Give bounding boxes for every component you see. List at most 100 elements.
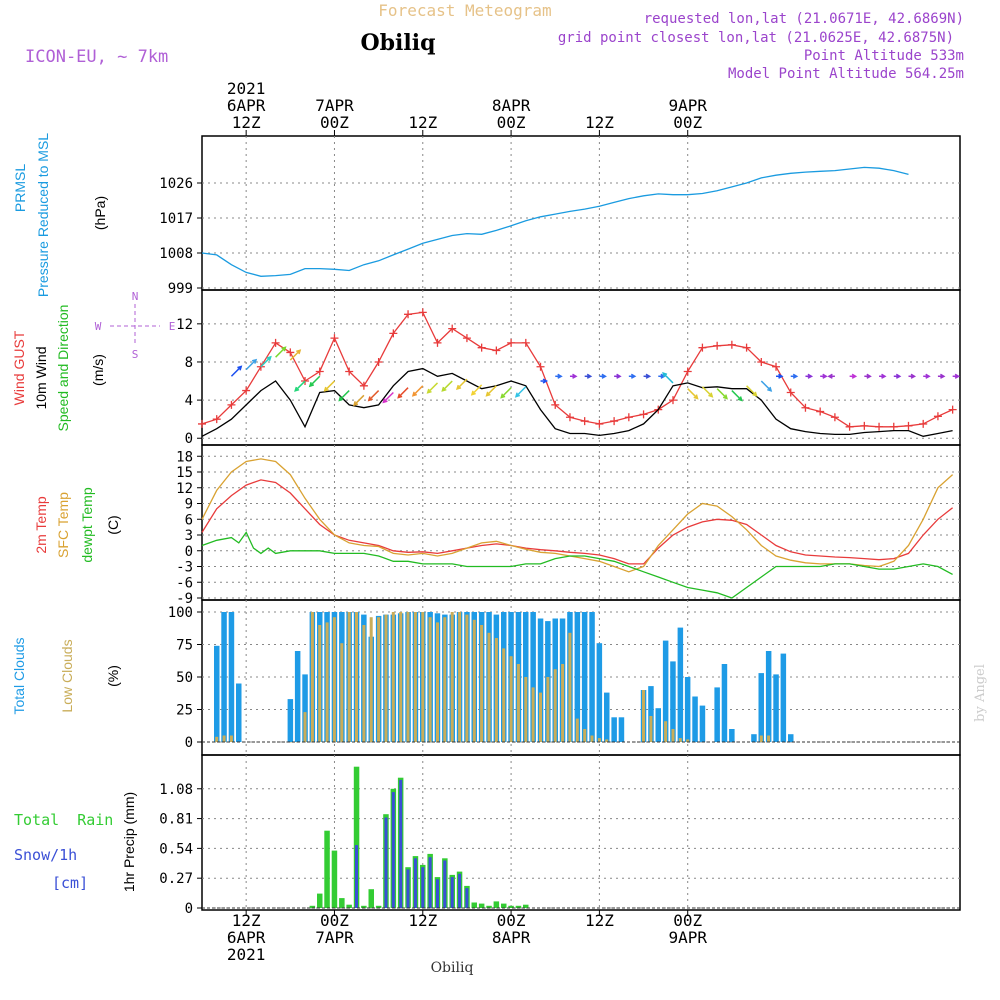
y-tick-label: 1008 <box>159 246 193 262</box>
temp-sfc-label: SFC Temp <box>55 492 71 558</box>
bar-total-clouds <box>228 612 235 742</box>
wind-arrow-head <box>237 365 243 371</box>
y-tick-label: -6 <box>176 575 193 591</box>
bar-snow-1h <box>406 869 410 908</box>
wind-arrow-head <box>851 373 858 379</box>
y-tick-label: 3 <box>185 528 193 544</box>
wind-arrow-head <box>807 373 814 379</box>
bar-low-clouds <box>671 729 675 742</box>
bar-total-clouds <box>765 651 772 742</box>
wind-arrow <box>294 380 306 392</box>
bar-total-clouds <box>294 651 301 742</box>
bar-low-clouds <box>318 625 322 742</box>
wind-panel: 0 4 8 12 <box>176 289 961 447</box>
bar-total-clouds <box>721 664 728 742</box>
bar-total-rain <box>324 830 330 908</box>
bar-low-clouds <box>355 612 358 742</box>
bar-low-clouds <box>288 742 292 743</box>
bar-low-clouds <box>575 718 579 742</box>
bar-total-clouds <box>530 612 536 742</box>
bar-total-clouds <box>677 627 684 742</box>
wind-arrow <box>412 385 424 397</box>
wind-arrow <box>368 390 380 401</box>
temp-dewpt-label: dewpt Temp <box>79 487 95 562</box>
wind-arrow-head <box>323 386 329 392</box>
bar-total-clouds <box>589 612 595 742</box>
credit-watermark: by Angel <box>973 664 988 722</box>
wind-arrow-head <box>557 373 563 379</box>
time-axis-label: 12Z <box>585 113 614 132</box>
wind-arrow-head <box>767 386 773 392</box>
wind-arrow <box>289 349 301 361</box>
gust-marker <box>227 400 236 409</box>
y-tick-label: 0 <box>185 735 193 751</box>
wind-arrow-head <box>895 373 902 379</box>
gust-marker <box>271 338 280 347</box>
gust-marker <box>521 338 530 347</box>
series-line-wind-gust <box>201 311 953 428</box>
y-tick-label: 0.54 <box>159 841 193 857</box>
bar-low-clouds <box>384 614 388 742</box>
wind-arrow <box>760 380 772 392</box>
wind-arrow-head <box>572 373 578 379</box>
bar-low-clouds <box>362 625 366 742</box>
gust-marker <box>639 410 648 419</box>
bar-low-clouds <box>553 669 557 742</box>
bar-total-clouds <box>714 687 720 742</box>
bar-low-clouds <box>399 612 403 742</box>
temp-2m-label: 2m Temp <box>33 496 49 554</box>
series-line-sfc-temp <box>201 458 954 573</box>
wind-arrow <box>716 388 728 399</box>
wind-arrow-head <box>426 388 432 394</box>
bar-low-clouds <box>590 735 594 742</box>
gust-marker <box>330 334 339 343</box>
time-axis-label: 12Z <box>408 113 437 132</box>
wind-arrow-head <box>737 396 743 402</box>
bar-snow-1h <box>399 779 403 908</box>
compass-rose-icon: N S W E <box>95 290 176 361</box>
gust-marker <box>462 334 471 343</box>
bar-low-clouds <box>450 612 454 742</box>
wind-arrow <box>353 394 365 406</box>
y-tick-label: 25 <box>176 703 193 719</box>
time-axis-label: 6APR <box>227 928 266 947</box>
bar-total-clouds <box>699 705 706 742</box>
total-clouds-label: Total Clouds <box>11 637 27 714</box>
gust-marker <box>492 346 501 355</box>
y-tick-label: 12 <box>176 317 193 333</box>
gust-marker <box>624 413 633 422</box>
bar-low-clouds <box>310 612 314 742</box>
gust-marker <box>389 329 398 338</box>
wind-arrow <box>441 380 453 392</box>
bar-low-clouds <box>678 738 682 742</box>
bar-low-clouds <box>340 643 344 742</box>
time-axis-label: 7APR <box>315 928 354 947</box>
compass-n: N <box>132 290 139 303</box>
bar-low-clouds <box>413 612 417 742</box>
wind-arrow-head <box>485 391 491 397</box>
gust-marker <box>683 367 692 376</box>
series-line-dewpt-temp <box>201 531 953 599</box>
gust-marker <box>580 417 589 426</box>
wind-arrow <box>397 387 409 399</box>
wind-arrow-head <box>822 373 828 379</box>
wind-arrow-head <box>954 373 961 379</box>
wind-arrow-head <box>708 392 714 398</box>
bar-total-rain <box>353 766 360 908</box>
low-clouds-label: Low Clouds <box>59 639 75 712</box>
bar-snow-1h <box>421 867 425 908</box>
panel-frame <box>201 289 961 446</box>
wind-arrow <box>324 380 335 392</box>
wind-arrow-head <box>455 384 462 390</box>
wind-arrow-head <box>693 394 699 400</box>
gust-marker <box>757 357 766 366</box>
bar-low-clouds <box>332 617 336 742</box>
wind-unit-label: (m/s) <box>90 354 106 386</box>
bar-low-clouds <box>686 739 690 742</box>
wind-arrow-head <box>470 390 476 396</box>
bar-total-rain <box>523 904 529 908</box>
bar-low-clouds <box>487 632 491 742</box>
footer-location: Obiliq <box>431 960 474 976</box>
